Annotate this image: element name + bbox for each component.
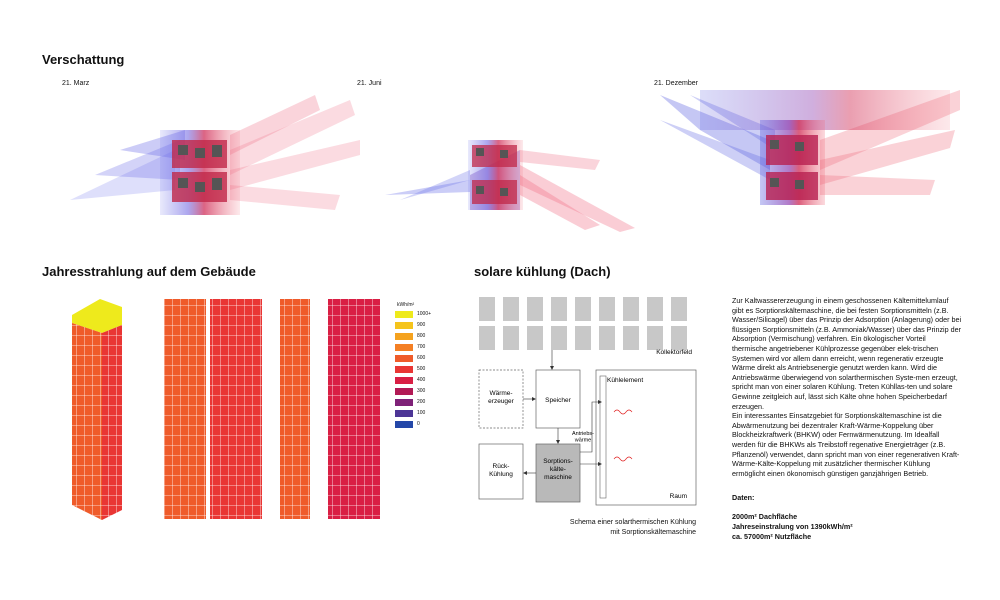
room-box (595, 369, 697, 506)
facade-elevation-1 (164, 299, 206, 519)
legend-item: 400 (395, 375, 431, 385)
legend-swatch (395, 409, 413, 417)
data-title: Daten: (732, 493, 755, 502)
legend-item: 200 (395, 397, 431, 407)
legend-item: 300 (395, 386, 431, 396)
shading-june (385, 140, 635, 232)
collector-field (479, 297, 687, 350)
heat-generator-label: Wärme-erzeuger (488, 390, 514, 405)
legend-swatch (395, 321, 413, 329)
shading-march (70, 95, 360, 215)
back-cooling-box (478, 443, 524, 500)
legend-item: 100 (395, 408, 431, 418)
heat-wave-icon (613, 409, 633, 415)
legend-swatch (395, 398, 413, 406)
cooling-title: solare kühlung (Dach) (474, 264, 611, 279)
radiation-title: Jahresstrahlung auf dem Gebäude (42, 264, 256, 279)
storage-label: Speicher (545, 397, 571, 404)
legend-label: 900 (417, 322, 426, 328)
isometric-tower (72, 299, 122, 520)
facade-elevation-2 (210, 299, 262, 519)
legend-item: 500 (395, 364, 431, 374)
facade-elevation-4 (328, 299, 380, 519)
radiation-figures (72, 299, 380, 520)
facade-elevation-3 (280, 299, 310, 519)
legend-label: 600 (417, 355, 426, 361)
legend-swatch (395, 310, 413, 318)
legend-label: 100 (417, 410, 426, 416)
shading-date-march: 21. Marz (62, 80, 90, 87)
description-text: Zur Kaltwassererzeugung in einem geschos… (732, 296, 962, 478)
cooling-element-label: Kühlelement (607, 377, 643, 384)
legend-label: 200 (417, 399, 426, 405)
legend-label: 300 (417, 388, 426, 394)
diagram-caption: Schema einer solarthermischen Kühlung mi… (569, 519, 696, 536)
shading-date-december: 21. Dezember (654, 80, 698, 87)
back-cooling-label: Rück-Kühlung (489, 463, 513, 478)
heat-wave-icon (613, 456, 633, 462)
legend-swatch (395, 332, 413, 340)
storage-box (535, 369, 581, 429)
legend-label: 400 (417, 377, 426, 383)
shading-date-june: 21. Juni (357, 80, 382, 87)
solar-cooling-diagram: Kollektorfeld Wärme-erzeuger Speicher Kü… (478, 297, 697, 506)
legend-item: 0 (395, 419, 431, 429)
legend-label: 1000+ (417, 311, 432, 317)
legend-label: 500 (417, 366, 426, 372)
legend-label: 700 (417, 344, 426, 350)
data-line-area: ca. 57000m² Nutzfläche (732, 532, 812, 541)
sorption-machine-box (535, 443, 581, 503)
data-line-roof: 2000m² Dachfläche (732, 512, 798, 521)
data-line-radiation: Jahreseinstralung von 1390kWh/m² (732, 522, 853, 531)
legend-item: 700 (395, 342, 431, 352)
collector-label: Kollektorfeld (656, 349, 692, 356)
legend-swatch (395, 387, 413, 395)
cooling-element (599, 375, 607, 499)
sorption-machine-label: Sorptions-kälte-maschine (543, 458, 573, 481)
drive-heat-label: Antriebs-wärme (572, 431, 594, 444)
legend-item: 800 (395, 331, 431, 341)
legend-swatch (395, 376, 413, 384)
legend-swatch (395, 343, 413, 351)
legend-label: 0 (417, 421, 420, 427)
radiation-legend: kWh/m² 1000+ 900 800 700 600 500 400 300 200 100 0 (395, 302, 431, 429)
legend-swatch (395, 365, 413, 373)
legend-swatch (395, 354, 413, 362)
heat-generator-box (478, 369, 524, 429)
shading-studies (70, 90, 960, 232)
legend-unit: kWh/m² (397, 302, 415, 308)
legend-item: 900 (395, 320, 431, 330)
flow-arrows (523, 366, 602, 475)
room-label: Raum (670, 493, 687, 500)
legend-item: 600 (395, 353, 431, 363)
data-lines: 2000m² Dachfläche Jahreseinstralung von … (732, 512, 853, 542)
legend-item: 1000+ (395, 309, 431, 319)
shading-title: Verschattung (42, 52, 125, 67)
legend-label: 800 (417, 333, 426, 339)
legend-swatch (395, 420, 413, 428)
shading-december (660, 90, 960, 205)
